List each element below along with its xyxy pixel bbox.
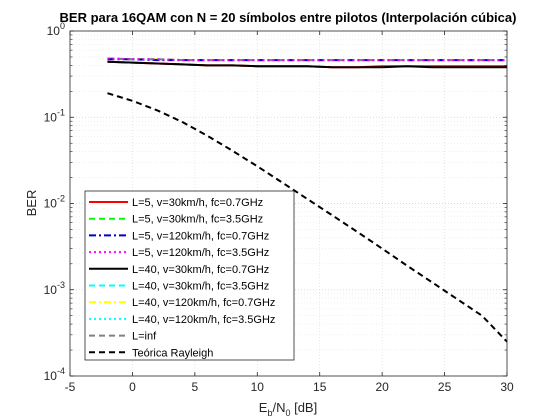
legend-label-9: L=inf <box>132 331 157 343</box>
legend-label-7: L=40, v=120km/h, fc=0.7GHz <box>132 297 275 309</box>
x-tick-label: 30 <box>500 380 514 394</box>
axis-ticks: -5 0 5 10 15 20 25 30 10-4 10-3 10-2 10-1 100 <box>44 21 514 394</box>
x-tick-label: 5 <box>192 380 199 394</box>
chart-title: BER para 16QAM con N = 20 símbolos entre… <box>60 10 517 25</box>
y-tick-label: 10-3 <box>44 280 65 297</box>
y-tick-label: 10-4 <box>44 366 65 383</box>
x-tick-label: 15 <box>313 380 327 394</box>
x-tick-label: 25 <box>438 380 452 394</box>
x-tick-label: 10 <box>251 380 265 394</box>
legend-label-2: L=5, v=30km/h, fc=3.5GHz <box>132 214 263 226</box>
legend-label-4: L=5, v=120km/h, fc=3.5GHz <box>132 247 269 259</box>
x-tick-label: 20 <box>375 380 389 394</box>
legend: L=5, v=30km/h, fc=0.7GHz L=5, v=30km/h, f… <box>84 190 295 361</box>
legend-label-5: L=40, v=30km/h, fc=0.7GHz <box>132 264 269 276</box>
series-lines <box>107 57 508 343</box>
series-line-4 <box>107 57 507 62</box>
y-axis-title: BER <box>24 190 39 217</box>
y-tick-label: 100 <box>47 21 65 38</box>
x-tick-label: 0 <box>129 380 136 394</box>
legend-label-6: L=40, v=30km/h, fc=3.5GHz <box>132 281 269 293</box>
series-line-10 <box>107 92 508 343</box>
legend-label-8: L=40, v=120km/h, fc=3.5GHz <box>132 314 275 326</box>
y-tick-label: 10-2 <box>44 194 65 211</box>
legend-label-3: L=5, v=120km/h, fc=0.7GHz <box>132 230 269 242</box>
y-tick-label: 10-1 <box>44 107 65 124</box>
series-line-5 <box>107 60 507 69</box>
x-axis-title: Eb/N0 [dB] <box>259 400 317 418</box>
x-tick-label: -5 <box>65 380 76 394</box>
legend-label-1: L=5, v=30km/h, fc=0.7GHz <box>132 197 263 209</box>
legend-label-10: Teórica Rayleigh <box>132 347 213 359</box>
